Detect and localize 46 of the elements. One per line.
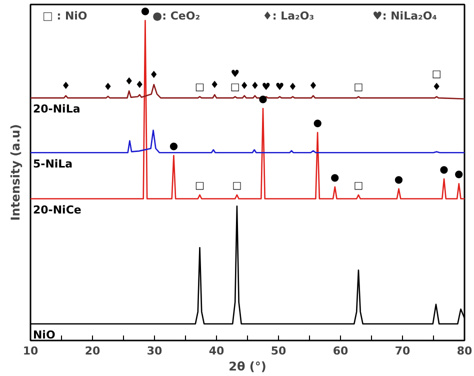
annotation: □ [195, 180, 204, 192]
y-axis-title: Intensity (a.u) [8, 124, 22, 221]
annotation: ♥: NiLa₂O₄ [372, 9, 438, 22]
x-tick-label: 60 [332, 344, 348, 358]
annotation: ♦ [135, 80, 144, 92]
annotation: ♦ [210, 80, 220, 92]
x-tick-label: 80 [456, 344, 472, 358]
series-label: 5-NiLa [32, 157, 73, 170]
annotation: ●: CeO₂ [152, 9, 200, 22]
series-label: 20-NiCe [32, 204, 82, 217]
annotation: ● [440, 164, 449, 176]
annotation: ♦ [288, 82, 298, 94]
annotation: ♦ [104, 82, 112, 93]
annotation: □ [232, 180, 242, 192]
x-tick-label: 50 [270, 344, 286, 358]
annotation: ● [313, 118, 322, 129]
annotation: ♦ [240, 81, 249, 92]
annotation: □ [354, 82, 364, 94]
x-tick-label: 30 [146, 344, 162, 358]
annotation: ♥ [275, 82, 284, 94]
annotation: ♥ [230, 69, 240, 80]
annotation: □ [230, 82, 240, 94]
annotation: ● [394, 174, 404, 186]
annotation: □ [432, 69, 442, 80]
x-tick-label: 10 [22, 344, 38, 358]
annotation: □ [195, 82, 204, 94]
annotation: □ : NiO [42, 9, 88, 22]
annotation: ● [454, 169, 464, 180]
x-tick-label: 40 [208, 344, 224, 358]
legend-label: NiO [32, 328, 56, 342]
annotation: ♦: La₂O₃ [262, 9, 314, 22]
annotation: □ [354, 180, 364, 192]
annotation: ♦ [61, 81, 70, 92]
series-label: 20-NiLa [32, 102, 80, 116]
annotation: ♦ [308, 81, 318, 92]
annotation: ● [169, 141, 178, 152]
annotation: ♦ [124, 76, 134, 88]
annotation: ♦ [149, 70, 158, 81]
annotation: ● [140, 6, 150, 17]
x-tick-label: 70 [394, 344, 410, 358]
x-tick-label: 20 [84, 344, 100, 358]
annotation: ♦ [432, 82, 442, 94]
annotation: ● [330, 172, 340, 184]
annotation: ♥ [262, 82, 271, 94]
annotation: ♦ [250, 81, 260, 92]
x-axis-title: 2θ (°) [228, 360, 266, 374]
